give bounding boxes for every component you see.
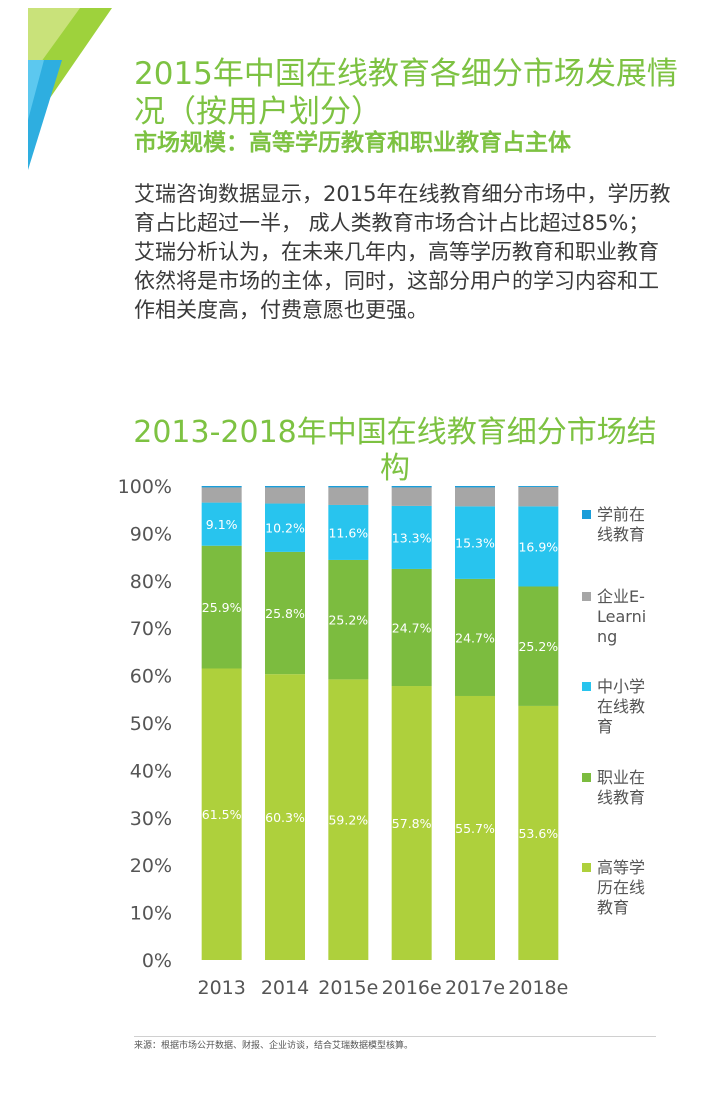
bar-segment-4 — [455, 487, 495, 507]
bar-segment-1 — [328, 679, 369, 960]
source-divider — [134, 1036, 656, 1037]
legend-swatch — [582, 592, 591, 601]
bar-segment-4 — [265, 487, 305, 504]
bar-segment-1 — [391, 686, 432, 960]
bar-segment-4 — [391, 487, 432, 506]
bar-segment-2 — [455, 578, 495, 696]
legend-label: 线教育 — [597, 525, 645, 544]
x-tick-label: 2017e — [445, 977, 505, 999]
data-label: 25.9% — [202, 600, 242, 615]
bar-segment-4 — [328, 487, 369, 505]
x-tick-label: 2016e — [382, 977, 442, 999]
data-label: 25.8% — [265, 606, 305, 621]
bar-segment-3 — [391, 505, 432, 569]
x-tick-label: 2013 — [197, 977, 245, 999]
legend-label: ng — [597, 627, 617, 646]
bar-segment-5 — [455, 486, 495, 488]
data-label: 25.2% — [518, 639, 558, 654]
legend-label: 线教育 — [597, 788, 645, 807]
data-label: 24.7% — [455, 630, 495, 645]
data-label: 60.3% — [265, 810, 305, 825]
legend-label: 学前在 — [597, 505, 645, 524]
y-tick-label: 100% — [118, 476, 172, 498]
data-label: 15.3% — [455, 536, 495, 551]
bar-segment-3 — [201, 502, 242, 546]
data-label: 13.3% — [392, 530, 432, 545]
y-tick-label: 70% — [130, 618, 172, 640]
bar-segment-1 — [201, 668, 242, 960]
bar-segment-2 — [391, 568, 432, 687]
bar-segment-3 — [518, 506, 559, 587]
legend-label: 中小学 — [597, 677, 645, 696]
legend-label: Learni — [597, 607, 646, 626]
legend-swatch — [582, 510, 591, 519]
bar-segment-3 — [455, 506, 495, 579]
bar-segment-2 — [201, 545, 242, 669]
data-label: 24.7% — [392, 620, 432, 635]
data-label: 59.2% — [328, 813, 368, 828]
legend-label: 职业在 — [597, 768, 645, 787]
data-label: 9.1% — [206, 517, 238, 532]
x-tick-label: 2014 — [261, 977, 309, 999]
legend-label: 教育 — [597, 898, 629, 917]
data-label: 16.9% — [518, 539, 558, 554]
legend-label: 育 — [597, 717, 613, 736]
y-tick-label: 80% — [130, 571, 172, 593]
legend-label: 高等学 — [597, 858, 645, 877]
data-label: 10.2% — [265, 521, 305, 536]
chart-title: 2013-2018年中国在线教育细分市场结构 — [133, 415, 657, 486]
y-tick-label: 20% — [130, 855, 172, 877]
y-tick-label: 60% — [130, 666, 172, 688]
source-note: 来源：根据市场公开数据、财报、企业访谈，结合艾瑞数据模型核算。 — [134, 1041, 414, 1051]
data-label: 57.8% — [392, 816, 432, 831]
bar-segment-5 — [518, 486, 559, 487]
bar-segment-3 — [328, 504, 369, 560]
bar-segment-5 — [265, 486, 305, 488]
page-title: 2015年中国在线教育各细分市场发展情况（按用户划分） — [134, 56, 678, 130]
bar-segment-2 — [518, 586, 559, 706]
y-tick-label: 90% — [130, 523, 172, 545]
y-tick-label: 40% — [130, 760, 172, 782]
bar-segment-2 — [328, 559, 369, 680]
legend-label: 历在线 — [597, 878, 645, 897]
body-paragraph-2: 艾瑞分析认为，在未来几年内，高等学历教育和职业教育依然将是市场的主体，同时，这部… — [134, 240, 659, 322]
bar-segment-4 — [518, 486, 559, 507]
x-tick-label: 2015e — [318, 977, 378, 999]
body-paragraph-1: 艾瑞咨询数据显示，2015年在线教育细分市场中，学历教育占比超过一半， 成人类教… — [134, 182, 671, 235]
legend-label: 企业E- — [597, 587, 645, 606]
bar-segment-4 — [201, 487, 242, 503]
legend-swatch — [582, 773, 591, 782]
bar-segment-5 — [201, 486, 242, 488]
corner-logo-graphic — [28, 8, 112, 170]
data-label: 53.6% — [518, 826, 558, 841]
legend-swatch — [582, 863, 591, 872]
bar-segment-5 — [391, 486, 432, 488]
y-tick-label: 10% — [130, 903, 172, 925]
bar-segment-1 — [265, 674, 305, 960]
y-tick-label: 30% — [130, 808, 172, 830]
bar-segment-1 — [518, 705, 559, 960]
legend-label: 在线教 — [597, 697, 645, 716]
body-text: 艾瑞咨询数据显示，2015年在线教育细分市场中，学历教育占比超过一半， 成人类教… — [134, 180, 674, 325]
legend-swatch — [582, 682, 591, 691]
bar-segment-1 — [455, 695, 495, 960]
bar-segment-5 — [328, 486, 369, 488]
data-label: 11.6% — [328, 525, 368, 540]
data-label: 25.2% — [328, 613, 368, 628]
bar-segment-3 — [265, 503, 305, 552]
stacked-bar-chart: 0% 10% 20% 30% 40% 50% 60% 70% 80% 90% 100% 61.5% 25… — [118, 476, 647, 999]
bar-segment-2 — [265, 551, 305, 675]
y-tick-label: 50% — [130, 713, 172, 735]
y-tick-label: 0% — [142, 950, 172, 972]
data-label: 61.5% — [202, 807, 242, 822]
x-tick-label: 2018e — [508, 977, 568, 999]
data-label: 55.7% — [455, 821, 495, 836]
page-subtitle: 市场规模：高等学历教育和职业教育占主体 — [134, 130, 571, 156]
